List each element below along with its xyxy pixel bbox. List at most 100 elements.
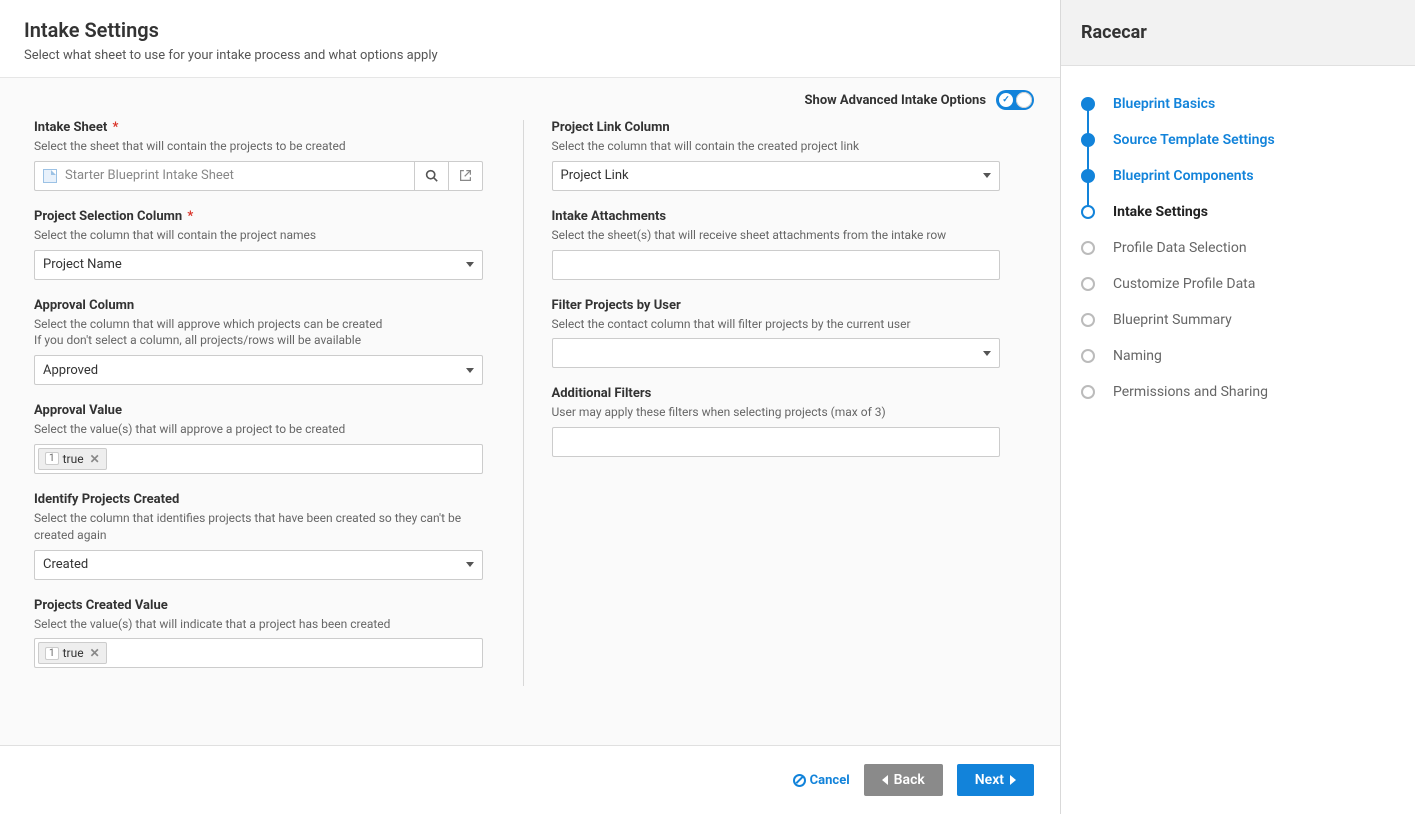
required-mark: *	[187, 209, 193, 224]
approval-value-input[interactable]: 1 true ✕	[34, 444, 483, 474]
cancel-link[interactable]: Cancel	[793, 773, 850, 788]
step-circle-icon	[1081, 169, 1095, 183]
wizard-step[interactable]: Source Template Settings	[1081, 122, 1395, 158]
tag-value: true	[63, 452, 84, 466]
wizard-step[interactable]: Intake Settings	[1081, 194, 1395, 230]
next-button[interactable]: Next	[957, 764, 1034, 796]
tag-index: 1	[45, 647, 59, 660]
right-column: Project Link Column Select the column th…	[542, 120, 1035, 686]
field-intake-attachments: Intake Attachments Select the sheet(s) t…	[552, 209, 1001, 280]
step-label: Naming	[1113, 348, 1162, 364]
project-link-select[interactable]: Project Link	[552, 161, 1001, 191]
step-circle-icon	[1081, 385, 1095, 399]
step-circle-icon	[1081, 277, 1095, 291]
wizard-step[interactable]: Blueprint Basics	[1081, 86, 1395, 122]
step-label: Blueprint Components	[1113, 168, 1254, 184]
additional-filters-help: User may apply these filters when select…	[552, 404, 1001, 421]
step-label: Intake Settings	[1113, 204, 1208, 220]
step-circle-icon	[1081, 133, 1095, 147]
wizard-steps: Blueprint Basics Source Template Settings…	[1061, 66, 1415, 430]
field-project-selection: Project Selection Column * Select the co…	[34, 209, 483, 280]
page-header: Intake Settings Select what sheet to use…	[0, 0, 1060, 78]
wizard-title: Racecar	[1081, 22, 1395, 43]
field-identify-created: Identify Projects Created Select the col…	[34, 492, 483, 580]
approval-column-select[interactable]: Approved	[34, 355, 483, 385]
step-connector	[1087, 144, 1089, 172]
created-value-label: Projects Created Value	[34, 598, 483, 613]
approval-column-label: Approval Column	[34, 298, 483, 313]
wizard-step[interactable]: Permissions and Sharing	[1081, 374, 1395, 410]
step-circle-icon	[1081, 349, 1095, 363]
step-label: Blueprint Basics	[1113, 96, 1215, 112]
created-value-tag: 1 true ✕	[38, 642, 107, 664]
next-label: Next	[975, 772, 1004, 788]
required-mark: *	[112, 120, 118, 135]
select-value: Created	[43, 557, 88, 572]
step-label: Blueprint Summary	[1113, 312, 1232, 328]
label-text: Project Selection Column	[34, 209, 182, 224]
project-link-help: Select the column that will contain the …	[552, 138, 1001, 155]
page-title: Intake Settings	[24, 18, 1036, 42]
identify-created-select[interactable]: Created	[34, 550, 483, 580]
wizard-panel: Racecar Blueprint Basics Source Template …	[1060, 0, 1415, 814]
created-value-input[interactable]: 1 true ✕	[34, 638, 483, 668]
wizard-step[interactable]: Profile Data Selection	[1081, 230, 1395, 266]
main-panel: Intake Settings Select what sheet to use…	[0, 0, 1060, 814]
step-connector	[1087, 180, 1089, 208]
wizard-step[interactable]: Customize Profile Data	[1081, 266, 1395, 302]
additional-filters-input[interactable]	[552, 427, 1001, 457]
identify-created-label: Identify Projects Created	[34, 492, 483, 507]
field-intake-sheet: Intake Sheet * Select the sheet that wil…	[34, 120, 483, 191]
search-sheet-button[interactable]	[414, 162, 448, 190]
approval-value-tag: 1 true ✕	[38, 448, 107, 470]
advanced-options-toggle[interactable]: ✓	[996, 90, 1034, 110]
project-selection-label: Project Selection Column *	[34, 209, 483, 224]
step-label: Customize Profile Data	[1113, 276, 1255, 292]
wizard-step[interactable]: Naming	[1081, 338, 1395, 374]
wizard-header: Racecar	[1061, 0, 1415, 66]
intake-sheet-input[interactable]: Starter Blueprint Intake Sheet	[34, 161, 483, 191]
caret-down-icon	[466, 262, 474, 267]
intake-sheet-label: Intake Sheet *	[34, 120, 483, 135]
footer-actions: Cancel Back Next	[0, 745, 1060, 814]
filter-by-user-select[interactable]	[552, 338, 1001, 368]
step-circle-icon	[1081, 313, 1095, 327]
field-created-value: Projects Created Value Select the value(…	[34, 598, 483, 669]
approval-value-label: Approval Value	[34, 403, 483, 418]
back-button[interactable]: Back	[864, 764, 943, 796]
step-circle-icon	[1081, 241, 1095, 255]
project-selection-help: Select the column that will contain the …	[34, 227, 483, 244]
approval-column-help: Select the column that will approve whic…	[34, 316, 483, 350]
field-additional-filters: Additional Filters User may apply these …	[552, 386, 1001, 457]
back-label: Back	[894, 772, 925, 788]
help-line1: Select the column that will approve whic…	[34, 317, 382, 331]
tag-index: 1	[45, 452, 59, 465]
caret-down-icon	[983, 351, 991, 356]
left-column: Intake Sheet * Select the sheet that wil…	[34, 120, 523, 686]
select-value: Approved	[43, 363, 98, 378]
intake-sheet-help: Select the sheet that will contain the p…	[34, 138, 483, 155]
field-approval-value: Approval Value Select the value(s) that …	[34, 403, 483, 474]
intake-sheet-value: Starter Blueprint Intake Sheet	[35, 162, 414, 190]
intake-attachments-label: Intake Attachments	[552, 209, 1001, 224]
step-connector	[1087, 108, 1089, 136]
remove-tag-icon[interactable]: ✕	[90, 452, 100, 466]
advanced-options-row: Show Advanced Intake Options ✓	[0, 90, 1060, 120]
caret-down-icon	[466, 562, 474, 567]
project-selection-select[interactable]: Project Name	[34, 250, 483, 280]
intake-attachments-input[interactable]	[552, 250, 1001, 280]
wizard-step[interactable]: Blueprint Summary	[1081, 302, 1395, 338]
content-area: Show Advanced Intake Options ✓ Intake Sh…	[0, 78, 1060, 745]
toggle-knob	[1016, 92, 1032, 108]
label-text: Intake Sheet	[34, 120, 107, 135]
intake-attachments-help: Select the sheet(s) that will receive sh…	[552, 227, 1001, 244]
step-label: Permissions and Sharing	[1113, 384, 1268, 400]
filter-by-user-help: Select the contact column that will filt…	[552, 316, 1001, 333]
chevron-left-icon	[882, 775, 888, 785]
step-label: Profile Data Selection	[1113, 240, 1247, 256]
wizard-step[interactable]: Blueprint Components	[1081, 158, 1395, 194]
open-sheet-button[interactable]	[448, 162, 482, 190]
identify-created-help: Select the column that identifies projec…	[34, 510, 483, 544]
remove-tag-icon[interactable]: ✕	[90, 646, 100, 660]
column-divider	[523, 120, 524, 686]
